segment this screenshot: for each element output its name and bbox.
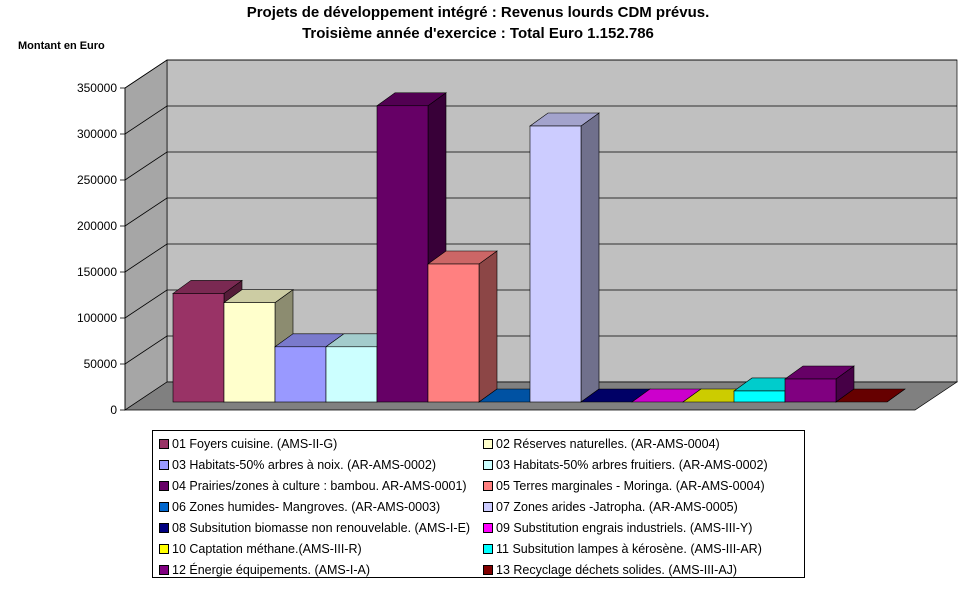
bar-front — [427, 263, 480, 403]
legend-swatch — [159, 438, 169, 449]
legend-item: 02 Réserves naturelles. (AR-AMS-0004) — [483, 433, 801, 454]
bar-side — [478, 250, 498, 403]
legend-label: 10 Captation méthane.(AMS-III-R) — [172, 541, 362, 556]
bar-front — [733, 390, 786, 403]
gridline — [124, 289, 957, 319]
bar-top — [835, 388, 906, 403]
gridline — [124, 105, 957, 135]
bar — [784, 365, 855, 403]
legend-label: 13 Recyclage déchets solides. (AMS-III-A… — [496, 562, 738, 577]
legend-label: 03 Habitats-50% arbres fruitiers. (AR-AM… — [496, 457, 768, 472]
bar-front — [325, 346, 378, 403]
legend-label: 12 Énergie équipements. (AMS-I-A) — [172, 562, 371, 577]
legend-label: 01 Foyers cuisine. (AMS-II-G) — [172, 436, 338, 451]
bar-front — [172, 293, 225, 403]
y-tick-label: 300000 — [77, 127, 117, 141]
legend-label: 04 Prairies/zones à culture : bambou. AR… — [172, 478, 467, 493]
y-tick-labels: 0 50000 100000 150000 200000 250000 300000 3500… — [77, 81, 126, 417]
bar-front — [223, 302, 276, 403]
legend-swatch — [483, 459, 493, 470]
legend-swatch — [159, 522, 169, 533]
chart-subtitle: Troisième année d'exercice : Total Euro … — [302, 25, 654, 42]
legend-label: 11 Subsitution lampes à kérosène. (AMS-I… — [496, 541, 762, 556]
legend-item: 12 Énergie équipements. (AMS-I-A) — [159, 559, 483, 580]
legend-swatch — [483, 480, 493, 491]
legend-item: 06 Zones humides- Mangroves. (AR-AMS-000… — [159, 496, 483, 517]
legend-label: 03 Habitats-50% arbres à noix. (AR-AMS-0… — [172, 457, 437, 472]
legend-label: 06 Zones humides- Mangroves. (AR-AMS-000… — [172, 499, 441, 514]
legend-item: 03 Habitats-50% arbres à noix. (AR-AMS-0… — [159, 454, 483, 475]
legend-swatch — [483, 543, 493, 554]
legend-label: 08 Subsitution biomasse non renouvelable… — [172, 520, 471, 535]
legend-swatch — [159, 459, 169, 470]
bar-side — [580, 112, 600, 403]
legend-item: 11 Subsitution lampes à kérosène. (AMS-I… — [483, 538, 801, 559]
legend-item: 07 Zones arides -Jatropha. (AR-AMS-0005) — [483, 496, 801, 517]
legend-swatch — [159, 501, 169, 512]
legend-item: 13 Recyclage déchets solides. (AMS-III-A… — [483, 559, 801, 580]
legend-swatch — [159, 543, 169, 554]
bar-front — [529, 125, 582, 403]
bar-front — [784, 378, 837, 403]
side-wall — [124, 59, 168, 411]
gridline — [124, 59, 957, 89]
legend-label: 07 Zones arides -Jatropha. (AR-AMS-0005) — [496, 499, 738, 514]
y-tick-label: 250000 — [77, 173, 117, 187]
gridline — [124, 243, 957, 273]
legend: 01 Foyers cuisine. (AMS-II-G) 02 Réserves… — [152, 430, 805, 578]
legend-label: 05 Terres marginales - Moringa. (AR-AMS-… — [496, 478, 765, 493]
bar — [427, 250, 498, 403]
legend-item: 05 Terres marginales - Moringa. (AR-AMS-… — [483, 475, 801, 496]
y-tick-label: 350000 — [77, 81, 117, 95]
bar-front — [376, 105, 429, 403]
legend-swatch — [483, 522, 493, 533]
legend-item: 08 Subsitution biomasse non renouvelable… — [159, 517, 483, 538]
y-tick-label: 200000 — [77, 219, 117, 233]
bar — [529, 112, 600, 403]
legend-label: 02 Réserves naturelles. (AR-AMS-0004) — [496, 436, 720, 451]
legend-swatch — [483, 564, 493, 575]
gridline — [124, 335, 957, 365]
bar-front — [274, 346, 327, 403]
chart-title: Projets de développement intégré : Reven… — [247, 4, 710, 21]
bars — [172, 92, 906, 403]
y-tick-label: 150000 — [77, 265, 117, 279]
bar — [835, 388, 906, 403]
gridline — [124, 151, 957, 181]
legend-item: 10 Captation méthane.(AMS-III-R) — [159, 538, 483, 559]
y-tick-label: 100000 — [77, 311, 117, 325]
legend-item: 03 Habitats-50% arbres fruitiers. (AR-AM… — [483, 454, 801, 475]
legend-item: 04 Prairies/zones à culture : bambou. AR… — [159, 475, 483, 496]
legend-label: 09 Substitution engrais industriels. (AM… — [496, 520, 753, 535]
gridline — [124, 197, 957, 227]
legend-swatch — [483, 501, 493, 512]
y-tick-label: 50000 — [84, 357, 118, 371]
y-tick-label: 0 — [110, 403, 117, 417]
legend-swatch — [159, 564, 169, 575]
legend-item: 09 Substitution engrais industriels. (AM… — [483, 517, 801, 538]
legend-swatch — [483, 438, 493, 449]
legend-item: 01 Foyers cuisine. (AMS-II-G) — [159, 433, 483, 454]
y-axis-label: Montant en Euro — [18, 40, 105, 52]
gridlines — [124, 59, 957, 365]
legend-swatch — [159, 480, 169, 491]
